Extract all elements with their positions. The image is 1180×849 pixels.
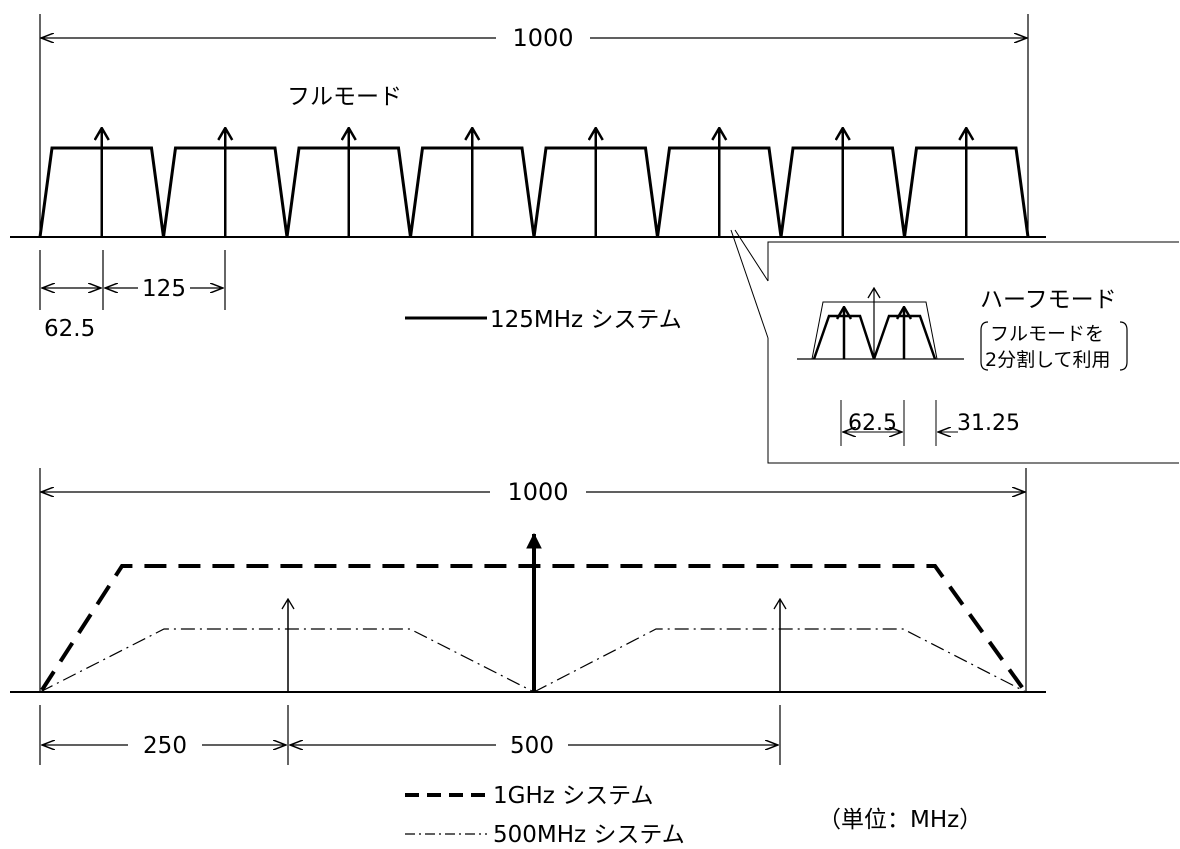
full-mode-channels [38, 130, 1030, 238]
callout-line-a [730, 229, 769, 339]
envelope-1ghz [40, 564, 1026, 692]
top-section: 1000 フルモード 125 62.5 125MHz システム [10, 14, 1046, 342]
inset-dim-spacing-label: 62.5 [848, 411, 897, 436]
half-mode-note-line2: 2分割して利用 [985, 349, 1111, 371]
legend-1ghz-label: 1GHz システム [493, 783, 653, 809]
dim-half-label: 62.5 [44, 316, 95, 342]
half-mode-inset: 62.5 31.25 ハーフモード フルモードを 2分割して利用 [730, 229, 1179, 464]
legend-125mhz-label: 125MHz システム [490, 307, 682, 333]
envelope-500mhz-left [39, 628, 535, 693]
dim-250-label: 250 [143, 733, 187, 759]
bottom-span-label: 1000 [507, 478, 568, 506]
note-bracket-right [1119, 321, 1128, 371]
inset-dim-edge-label: 31.25 [957, 411, 1020, 436]
dim-spacing-label: 125 [142, 276, 186, 302]
unit-label: （単位：MHz） [818, 807, 982, 833]
note-bracket-left [980, 321, 989, 371]
full-mode-label: フルモード [287, 84, 402, 110]
dim-500-label: 500 [510, 733, 554, 759]
half-mode-note-line1: フルモードを [990, 323, 1104, 345]
top-span-label: 1000 [512, 24, 573, 52]
inset-frame-lower [767, 338, 1179, 464]
inset-frame [767, 241, 1179, 281]
legend-500mhz-label: 500MHz システム [493, 822, 685, 848]
bottom-section: 1000 250 500 1GHz システム 500MHz システム （単位：M… [10, 468, 1046, 848]
callout-line-b [734, 229, 769, 282]
half-mode-title: ハーフモード [980, 287, 1117, 313]
